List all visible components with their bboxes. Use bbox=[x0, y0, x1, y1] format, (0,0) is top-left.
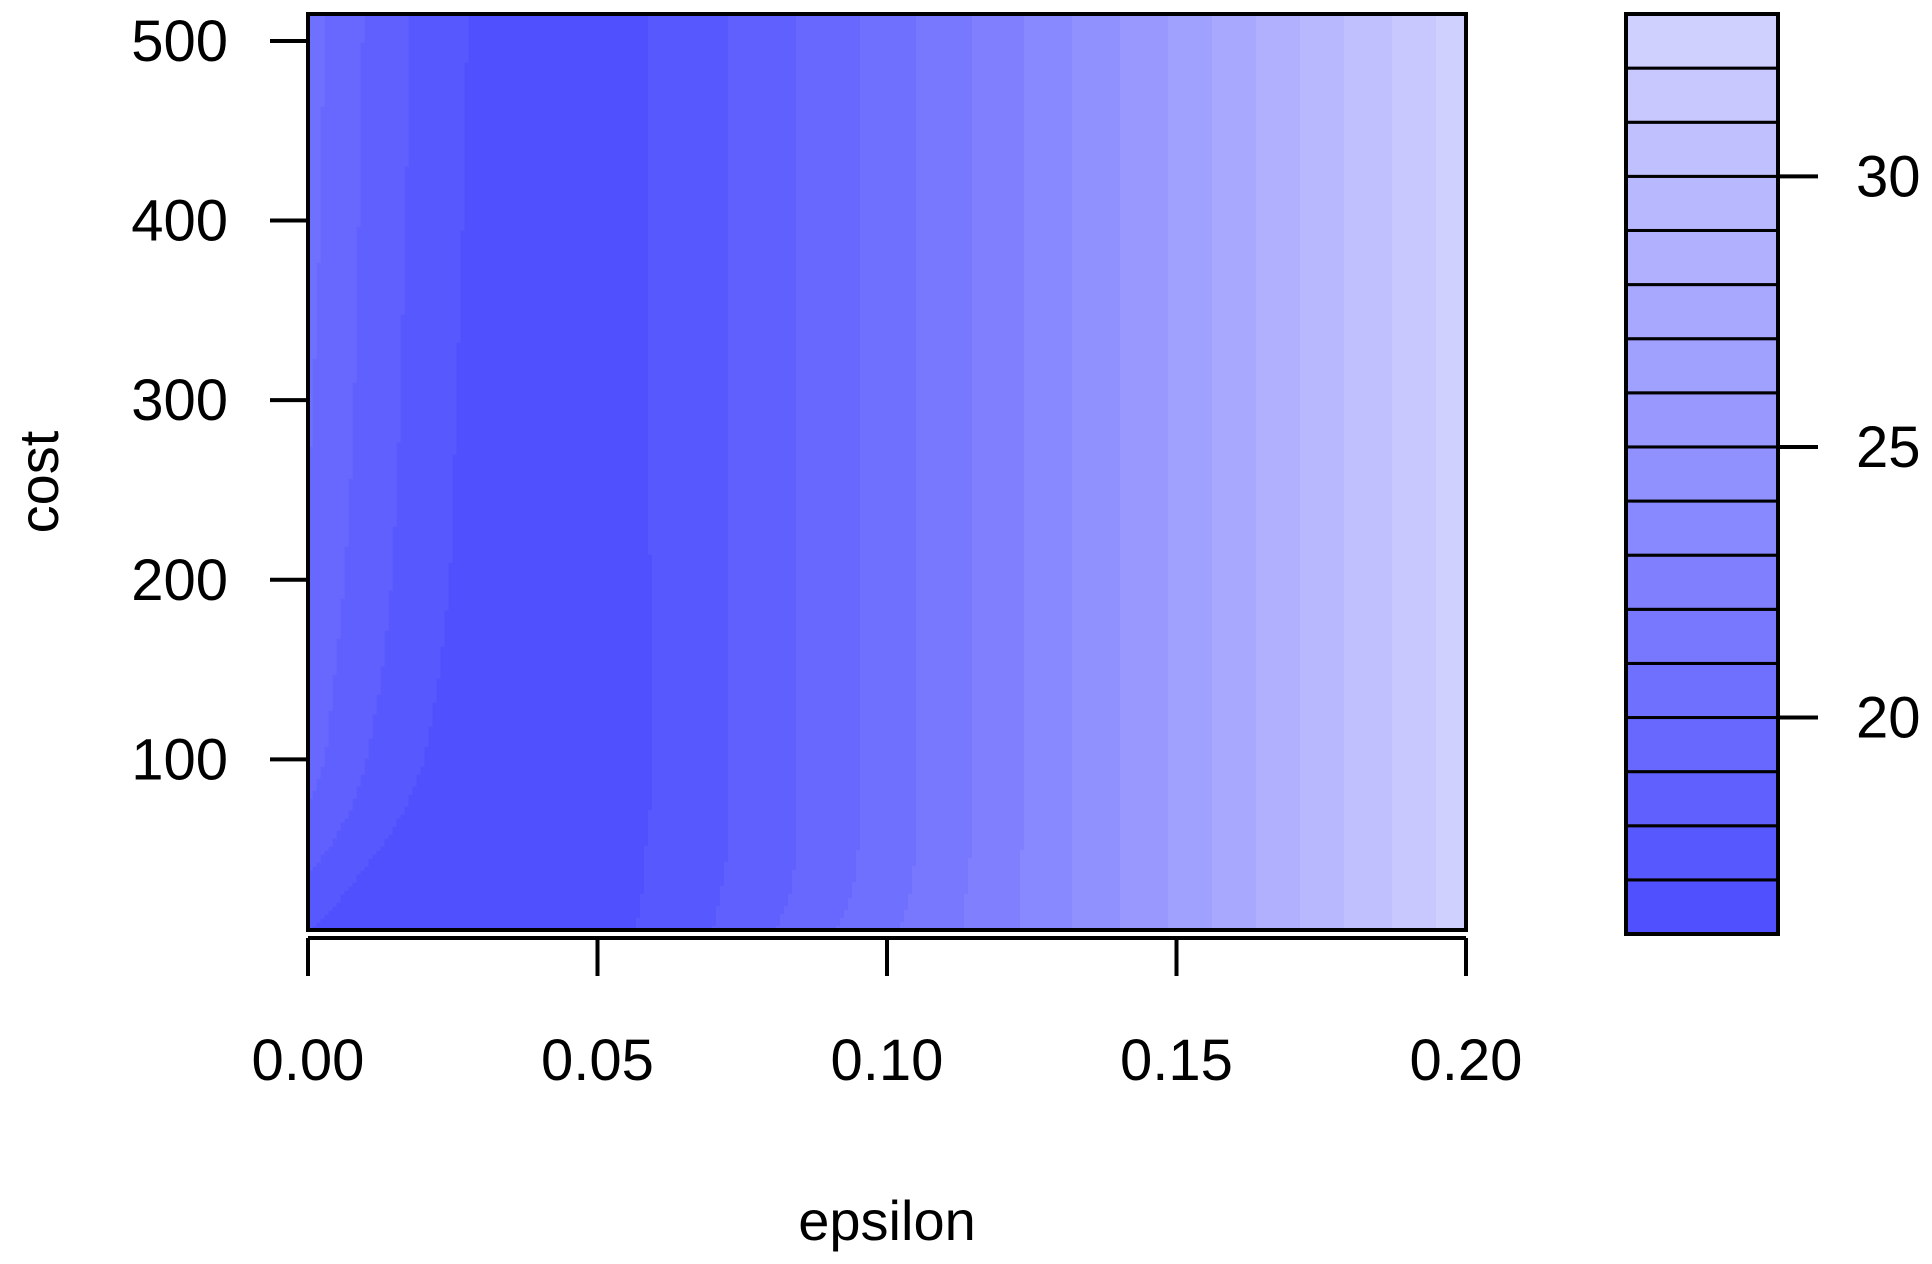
colorbar-band bbox=[1624, 228, 1780, 287]
colorbar-band bbox=[1624, 553, 1780, 611]
colorbar-tick-label: 20 bbox=[1856, 686, 1921, 751]
colorbar-band bbox=[1624, 12, 1780, 70]
contour-plot-area bbox=[308, 14, 1467, 931]
contour-band-10 bbox=[1168, 14, 1213, 931]
contour-band-13 bbox=[1300, 14, 1345, 931]
contour-band-16 bbox=[1436, 14, 1467, 931]
y-tick-label: 300 bbox=[131, 368, 228, 433]
colorbar-band bbox=[1624, 499, 1780, 557]
contour-band-2 bbox=[308, 14, 797, 931]
contour-band-1 bbox=[308, 14, 729, 931]
colorbar: 20 25 30 bbox=[1624, 12, 1921, 936]
contour-band-15 bbox=[1392, 14, 1437, 931]
colorbar-band bbox=[1624, 661, 1780, 720]
contour-band-3 bbox=[308, 14, 861, 931]
contour-band-6 bbox=[964, 14, 1025, 931]
contour-band-0 bbox=[312, 14, 653, 931]
colorbar-band bbox=[1624, 824, 1780, 882]
contour-band-8 bbox=[1072, 14, 1121, 931]
colorbar-band bbox=[1624, 391, 1780, 449]
y-tick-label: 200 bbox=[131, 548, 228, 613]
y-axis: 100 200 300 400 500 bbox=[131, 9, 310, 792]
x-tick-label: 0.10 bbox=[831, 1028, 944, 1093]
x-axis-label: epsilon bbox=[798, 1189, 975, 1252]
x-tick-label: 0.05 bbox=[541, 1028, 654, 1093]
contour-band-11 bbox=[1212, 14, 1257, 931]
x-tick-label: 0.20 bbox=[1410, 1028, 1523, 1093]
contour-band-7 bbox=[1020, 14, 1073, 931]
colorbar-band bbox=[1624, 174, 1780, 232]
contour-band-14 bbox=[1344, 14, 1393, 931]
contour-band-12 bbox=[1256, 14, 1301, 931]
y-tick-label: 100 bbox=[131, 727, 228, 792]
colorbar-band bbox=[1624, 283, 1780, 341]
colorbar-band bbox=[1624, 445, 1780, 503]
contour-band-9 bbox=[1120, 14, 1169, 931]
colorbar-band bbox=[1624, 716, 1780, 774]
x-tick-label: 0.15 bbox=[1120, 1028, 1233, 1093]
colorbar-band bbox=[1624, 607, 1780, 665]
colorbar-band bbox=[1624, 770, 1780, 828]
y-tick-label: 400 bbox=[131, 189, 228, 254]
colorbar-frame bbox=[1624, 12, 1780, 936]
contour-band-5 bbox=[900, 14, 973, 931]
x-tick-label: 0.00 bbox=[252, 1028, 365, 1093]
y-tick-label: 500 bbox=[131, 9, 228, 74]
colorbar-band bbox=[1624, 878, 1780, 936]
y-axis-label: cost bbox=[7, 430, 70, 533]
colorbar-tick-label: 30 bbox=[1856, 144, 1921, 209]
colorbar-band bbox=[1624, 337, 1780, 395]
colorbar-band bbox=[1624, 120, 1780, 178]
colorbar-tick-label: 25 bbox=[1856, 415, 1921, 480]
colorbar-band bbox=[1624, 66, 1780, 124]
x-axis: 0.00 0.05 0.10 0.15 0.20 bbox=[252, 936, 1523, 1093]
